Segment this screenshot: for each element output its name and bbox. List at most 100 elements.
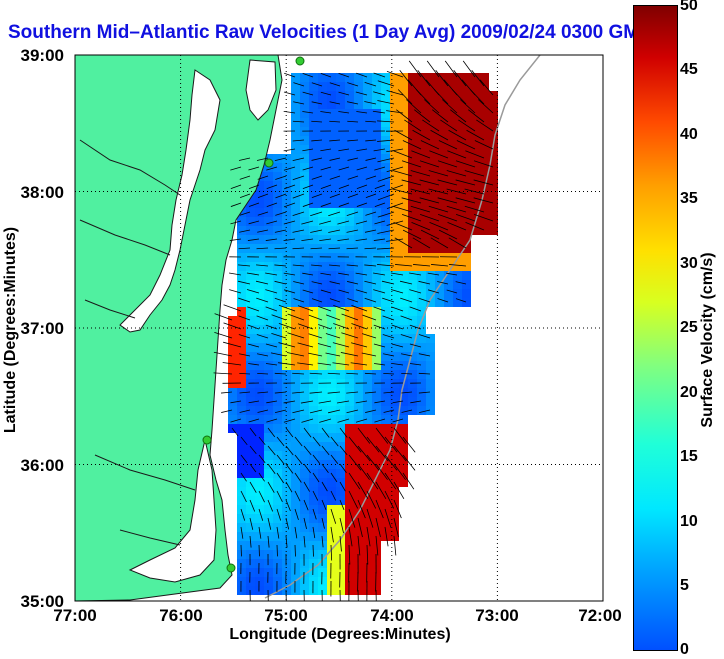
velocity-arrow [339,481,346,492]
velocity-cell [309,307,318,316]
velocity-cell [246,469,255,478]
velocity-cell [354,451,363,460]
velocity-cell [444,82,453,91]
velocity-cell [318,334,327,343]
velocity-cell [264,532,273,541]
velocity-cell [318,568,327,577]
velocity-arrow [418,334,431,339]
velocity-arrow [392,400,404,404]
velocity-cell [354,487,363,496]
velocity-cell [237,289,246,298]
velocity-cell [381,496,390,505]
velocity-arrow [347,175,359,180]
velocity-arrow [330,544,333,561]
velocity-arrow [384,472,397,490]
velocity-cell [345,253,354,262]
velocity-cell [372,109,381,118]
velocity-cell [327,379,336,388]
velocity-cell [363,73,372,82]
velocity-cell [354,271,363,280]
velocity-cell [354,136,363,145]
velocity-arrow [283,110,296,114]
velocity-cell [408,307,417,316]
velocity-cell [390,343,399,352]
velocity-cell [462,217,471,226]
velocity-cell [318,136,327,145]
velocity-arrow [278,342,296,348]
velocity-cell [318,388,327,397]
velocity-arrow [328,229,341,233]
velocity-cell [345,154,354,163]
velocity-cell [462,190,471,199]
velocity-cell [318,433,327,442]
velocity-cell [255,181,264,190]
velocity-cell [291,262,300,271]
velocity-arrow [455,160,476,168]
velocity-cell [228,397,237,406]
velocity-cell [372,235,381,244]
velocity-cell [273,415,282,424]
velocity-cell [426,127,435,136]
velocity-arrow [329,101,341,105]
velocity-cell [381,217,390,226]
velocity-arrow [276,454,285,465]
velocity-arrow [249,463,257,473]
velocity-cell [417,352,426,361]
velocity-cell [327,91,336,100]
velocity-cell [372,523,381,532]
velocity-arrow [303,427,312,438]
velocity-cell [372,289,381,298]
velocity-arrow [400,334,413,339]
velocity-arrow [258,436,266,446]
velocity-cell [318,316,327,325]
velocity-cell [471,73,480,82]
velocity-cell [246,415,255,424]
velocity-cell [408,190,417,199]
velocity-cell [471,100,480,109]
velocity-cell [327,172,336,181]
velocity-cell [318,82,327,91]
velocity-cell [246,208,255,217]
velocity-arrow [450,109,467,123]
velocity-arrow [386,238,404,242]
velocity-cell [399,199,408,208]
velocity-cell [381,172,390,181]
velocity-cell [363,379,372,388]
velocity-arrow [248,202,260,207]
velocity-cell [408,316,417,325]
velocity-arrow [328,247,341,250]
velocity-cell [390,181,399,190]
velocity-arrow [377,193,395,201]
velocity-cell [309,514,318,523]
velocity-arrow [382,297,395,303]
velocity-cell [399,361,408,370]
velocity-cell [426,118,435,127]
velocity-arrow [337,418,350,423]
velocity-cell [255,271,264,280]
velocity-cell [255,577,264,586]
velocity-arrow [392,205,413,213]
velocity-cell [300,559,309,568]
colorbar-tick-label: 0 [680,641,689,658]
velocity-arrow [247,306,260,312]
velocity-arrow [347,120,359,123]
velocity-cell [291,91,300,100]
velocity-arrow [375,499,384,519]
velocity-cell [372,244,381,253]
velocity-cell [390,532,399,541]
velocity-cell [435,154,444,163]
velocity-cell [300,307,309,316]
velocity-cell [453,208,462,217]
map-title: Southern Mid–Atlantic Raw Velocities (1 … [8,22,651,43]
velocity-cell [399,271,408,280]
velocity-cell [327,397,336,406]
velocity-cell [300,190,309,199]
velocity-arrow [239,372,251,375]
velocity-cell [336,325,345,334]
velocity-cell [237,478,246,487]
velocity-arrow [473,197,494,204]
velocity-cell [273,334,282,343]
velocity-cell [453,199,462,208]
velocity-cell [237,343,246,352]
velocity-cell [363,541,372,550]
